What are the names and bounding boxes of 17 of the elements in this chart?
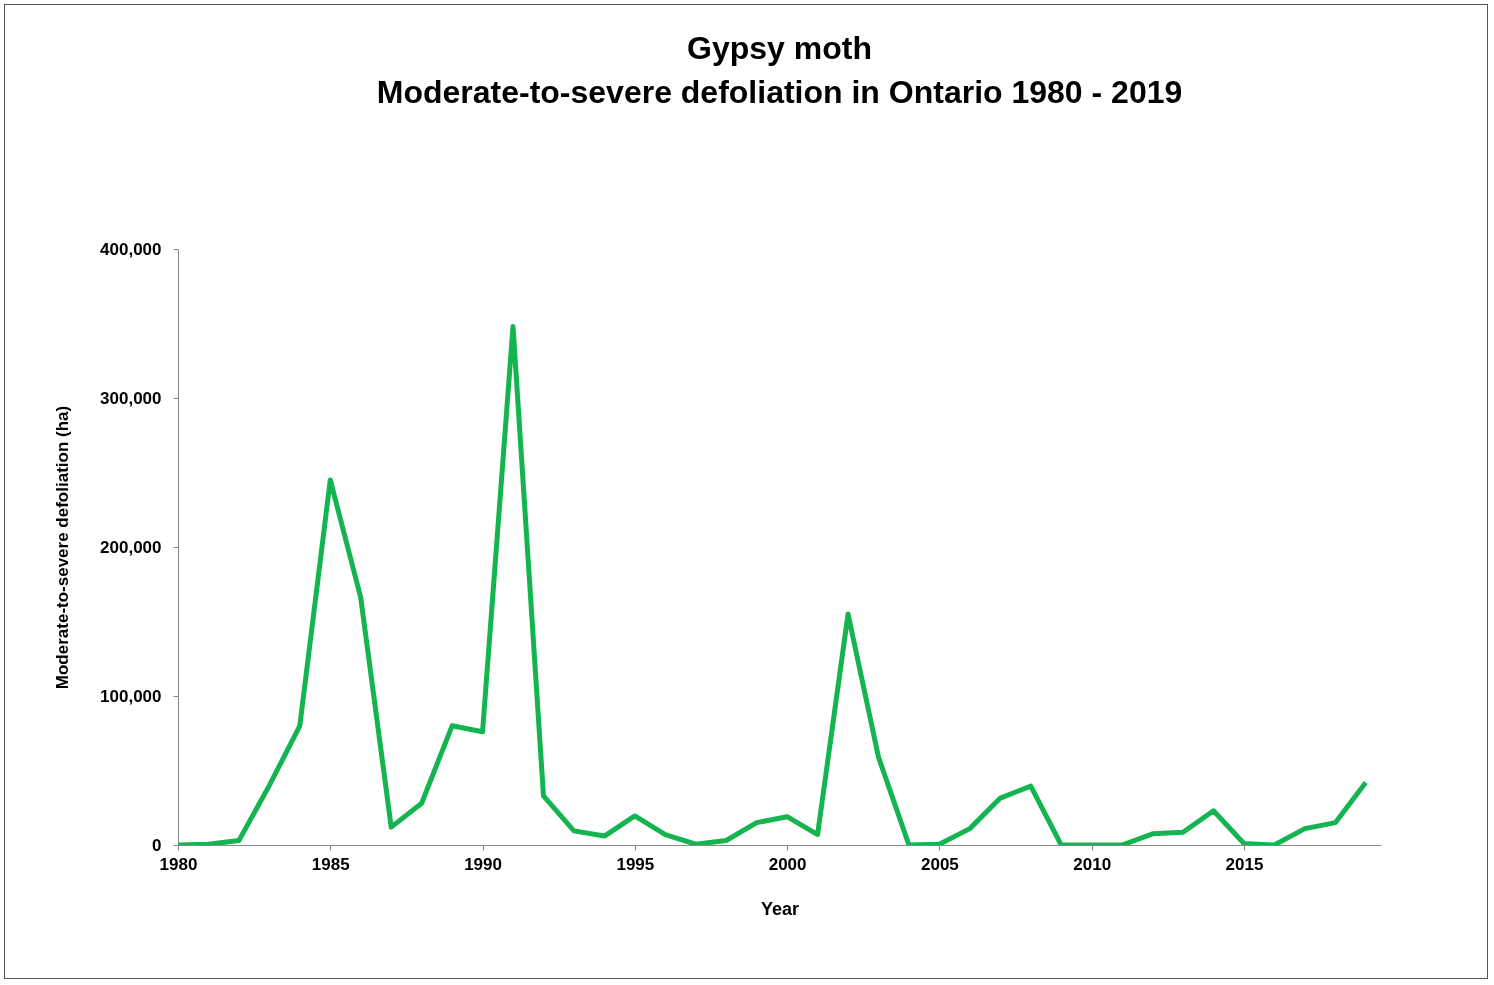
x-tick-label: 2015 <box>1225 854 1264 874</box>
y-tick-label: 100,000 <box>100 686 162 706</box>
x-tick-label: 1990 <box>464 854 502 874</box>
x-tick-label: 2010 <box>1073 854 1112 874</box>
chart-subtitle: Moderate-to-severe defoliation in Ontario 1980 - 2019 <box>376 74 1183 110</box>
y-tick-label: 400,000 <box>100 239 162 259</box>
chart-title: Gypsy moth <box>687 30 872 66</box>
y-axis-title: Moderate-to-severe defoliation (ha) <box>53 405 73 690</box>
x-tick-label: 1985 <box>311 854 350 874</box>
y-tick-label: 300,000 <box>100 388 162 408</box>
x-tick-label: 1980 <box>159 854 198 874</box>
y-tick-label: 0 <box>152 835 162 855</box>
x-tick-label: 2005 <box>920 854 959 874</box>
x-axis-title: Year <box>760 898 800 919</box>
x-tick-label: 2000 <box>768 854 807 874</box>
y-tick-label: 200,000 <box>100 537 162 557</box>
x-tick-label: 1995 <box>616 854 655 874</box>
